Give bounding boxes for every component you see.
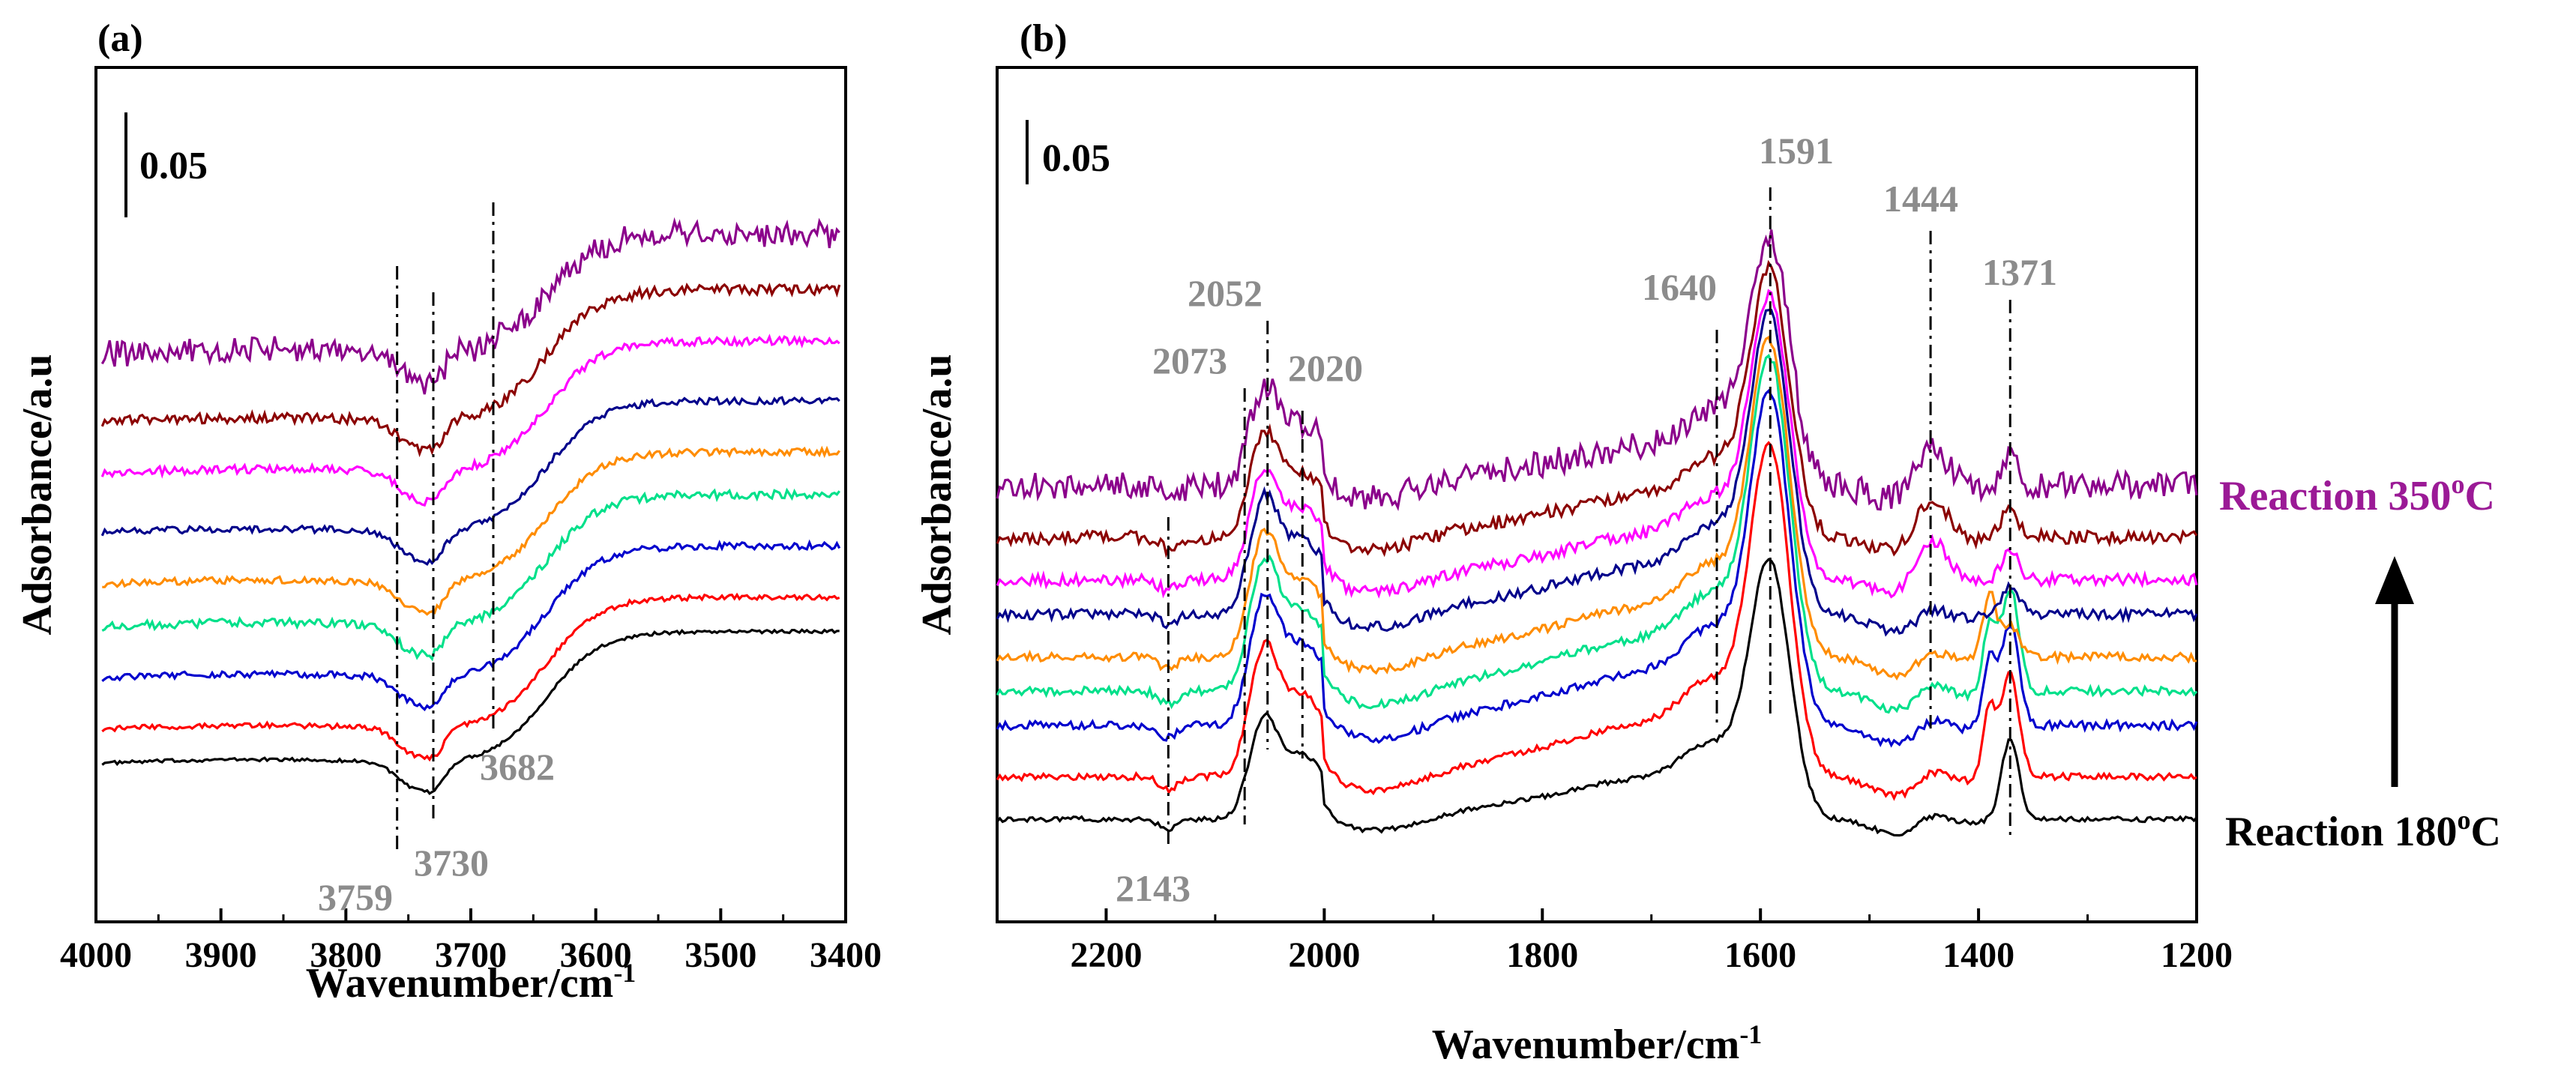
panel-b-series-2 <box>996 441 2197 801</box>
panel-b-xtick-label: 1800 <box>1506 935 1578 975</box>
panel-a-scale-label: 0.05 <box>139 145 208 187</box>
panel-b-peak-2143: 2143 <box>1116 867 1191 909</box>
panel-b-series-1 <box>996 558 2198 837</box>
panel-a-series-2 <box>101 592 840 762</box>
panel-a-series-8 <box>100 282 841 458</box>
panel-a-xtick-label: 3900 <box>185 935 257 975</box>
panel-a-series-3 <box>101 539 841 711</box>
panel-a: 4000 3900 3800 3700 3600 3500 3400 0.05 3759 3… <box>14 66 882 1007</box>
panel-a-y-title: Adsorbance/a.u <box>14 355 61 636</box>
reaction-180-label: Reaction 180oC <box>2225 805 2501 855</box>
panel-a-peak-lines <box>396 202 495 851</box>
panel-a-xtick-label: 3500 <box>684 935 756 975</box>
panel-a-peak-3759: 3759 <box>318 876 393 918</box>
panel-a-series-1 <box>101 628 840 795</box>
panel-a-curves <box>100 217 841 795</box>
panel-a-xtick-label: 3700 <box>435 935 507 975</box>
panel-a-xtick-label: 3400 <box>810 935 882 975</box>
panel-b-series-5 <box>996 335 2197 681</box>
panel-b-curves <box>996 229 2198 837</box>
panel-b-series-7 <box>996 289 2198 599</box>
panel-b-peak-lines <box>1167 187 2011 848</box>
panel-b-xtick-label: 1400 <box>1942 935 2014 975</box>
panel-b-xtick-label: 1600 <box>1724 935 1796 975</box>
temperature-arrow-head <box>2375 556 2414 604</box>
panel-a-series-7 <box>100 334 840 507</box>
panel-a-label: (a) <box>97 17 143 60</box>
panel-b-peak-2073: 2073 <box>1152 340 1227 381</box>
panel-a-x-title: Wavenumber/cm-1 <box>306 958 637 1007</box>
panel-b-series-3 <box>996 388 2198 748</box>
panel-b-scale-label: 0.05 <box>1042 137 1110 180</box>
panel-b-peak-2052: 2052 <box>1188 272 1263 314</box>
panel-b-xtick-label: 1200 <box>2161 935 2233 975</box>
panel-a-series-6 <box>100 396 840 567</box>
panel-b-series-8 <box>996 259 2198 558</box>
panel-a-series-5 <box>102 445 840 616</box>
panel-a-peak-3730: 3730 <box>414 842 489 884</box>
reaction-350-label: Reaction 350oC <box>2219 469 2495 519</box>
panel-a-series-9 <box>100 217 840 395</box>
panel-a-xtick-label: 3600 <box>560 935 632 975</box>
panel-b-series-6 <box>996 309 2198 637</box>
panel-b-series-4 <box>996 354 2198 714</box>
panel-b-xtick-label: 2000 <box>1288 935 1360 975</box>
panel-b-y-title: Adsorbance/a.u <box>914 355 960 636</box>
panel-b-label: (b) <box>1020 17 1068 60</box>
panel-a-xtick-label: 3800 <box>310 935 382 975</box>
panel-b: 2200 2000 1800 1600 1400 1200 0.05 2143 2073 … <box>914 66 2233 1068</box>
panel-a-series-4 <box>101 487 840 662</box>
panel-a-frame <box>94 66 847 923</box>
panel-b-xtick-label: 2200 <box>1070 935 1142 975</box>
panel-a-ticks: 4000 3900 3800 3700 3600 3500 3400 <box>60 908 882 975</box>
panel-b-peak-1591: 1591 <box>1759 130 1834 172</box>
panel-b-peak-1640: 1640 <box>1642 266 1717 308</box>
panel-b-peak-1444: 1444 <box>1883 178 1958 220</box>
panel-b-peak-1371: 1371 <box>1982 251 2057 293</box>
panel-b-x-title: Wavenumber/cm-1 <box>1432 1019 1763 1068</box>
temperature-indicator: Reaction 350oC Reaction 180oC <box>2219 469 2501 855</box>
panel-a-xtick-label: 4000 <box>60 935 132 975</box>
panel-a-peak-3682: 3682 <box>480 746 555 788</box>
panel-b-series-9 <box>996 229 2198 511</box>
panel-b-ticks: 2200 2000 1800 1600 1400 1200 <box>996 908 2233 975</box>
panel-b-peak-2020: 2020 <box>1288 347 1363 389</box>
